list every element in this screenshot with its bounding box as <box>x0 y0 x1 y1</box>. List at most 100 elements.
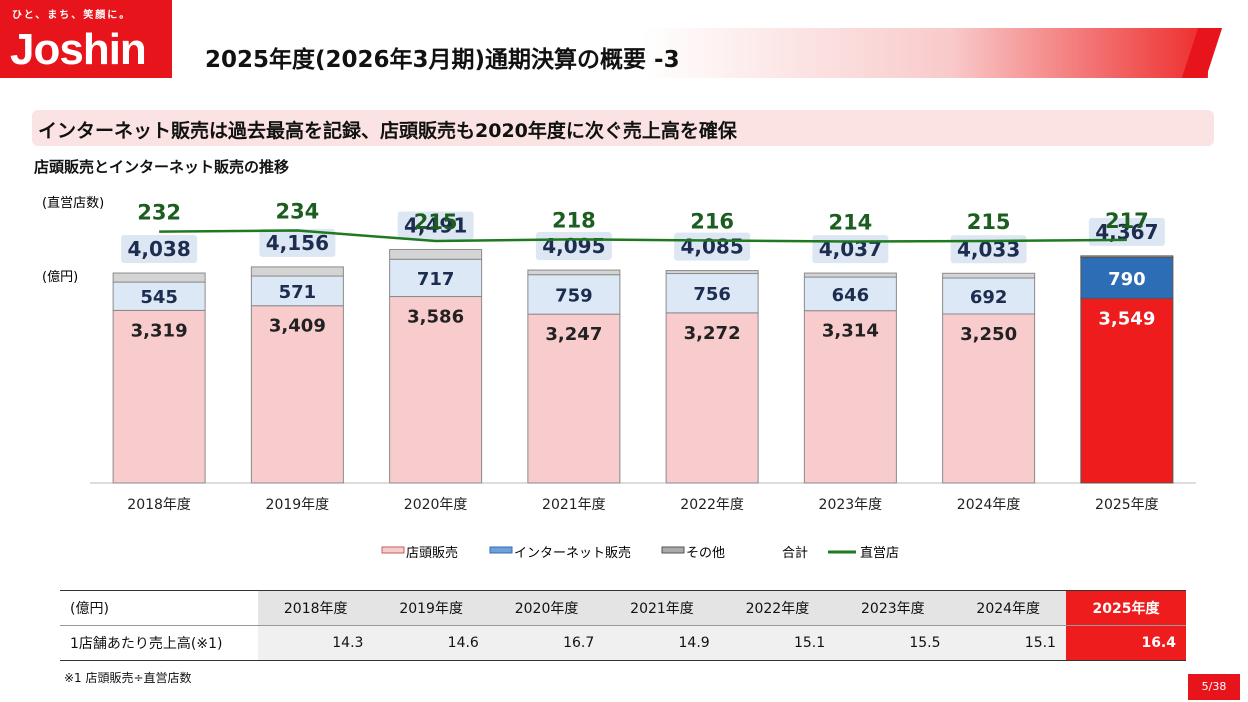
x-tick-label: 2019年度 <box>266 497 330 513</box>
internet-label-bg <box>814 280 887 305</box>
table-header-year-highlight: 2025年度 <box>1065 590 1186 626</box>
legend-line-label: 直営店 <box>860 546 899 561</box>
legend-total-label: 合計 <box>782 545 808 561</box>
logo-text: Joshin <box>10 25 147 74</box>
bar-internet-sales <box>1080 256 1174 299</box>
internet-sales-label: 545 <box>140 287 178 308</box>
footnote: ※1 店頭販売÷直営店数 <box>64 671 192 685</box>
x-tick-label: 2025年度 <box>1095 497 1159 513</box>
joshin-logo: ひと、まち、笑顔に。 Joshin <box>0 0 172 78</box>
total-label: 4,095 <box>542 234 605 258</box>
store-sales-label: 3,247 <box>545 324 602 345</box>
legend-swatch <box>381 546 405 554</box>
page-title: 2025年度(2026年3月期)通期決算の概要 -3 <box>205 47 680 73</box>
total-label: 4,085 <box>680 235 743 259</box>
store-count-label: 232 <box>137 201 181 225</box>
bar-store-sales <box>1080 297 1174 484</box>
store-sales-label: 3,549 <box>1098 308 1155 329</box>
store-sales-label: 3,319 <box>131 320 188 341</box>
internet-sales-label: 790 <box>1108 269 1146 290</box>
table-cell: 14.3 <box>258 625 374 661</box>
total-label: 4,038 <box>127 237 190 261</box>
internet-sales-label: 646 <box>832 285 870 306</box>
table-cell: 14.6 <box>373 625 489 661</box>
stores-axis-label: (直営店数) <box>42 196 104 211</box>
store-sales-label: 3,250 <box>960 324 1017 345</box>
store-sales-label: 3,272 <box>684 323 741 344</box>
table-header-year: 2018年度 <box>258 590 374 626</box>
internet-sales-label: 756 <box>693 284 731 305</box>
internet-label-bg <box>952 283 1025 308</box>
store-count-label: 215 <box>414 210 458 234</box>
store-count-label: 214 <box>828 211 872 235</box>
internet-sales-label: 759 <box>555 285 593 306</box>
bar-other <box>665 270 759 275</box>
table-header-year: 2022年度 <box>719 590 836 626</box>
table-header-year: 2023年度 <box>835 590 951 626</box>
table-cell: 15.1 <box>719 625 836 661</box>
store-count-label: 218 <box>552 208 596 232</box>
x-tick-label: 2024年度 <box>957 497 1021 513</box>
store-count-label: 215 <box>967 210 1011 234</box>
total-label-bg <box>121 235 198 264</box>
bar-store-sales <box>112 309 206 484</box>
headline-text: インターネット販売は過去最高を記録、店頭販売も2020年度に次ぐ売上高を確保 <box>38 120 737 142</box>
bar-other <box>389 248 483 260</box>
bar-other <box>250 266 344 277</box>
sales-chart: (直営店数) (億円) 3,319 545 4,038 2018年度 3,409 571 4,1… <box>42 196 1196 561</box>
table-cell-highlight: 16.4 <box>1065 625 1186 661</box>
internet-label-bg <box>123 283 196 308</box>
bar-store-sales <box>803 310 897 484</box>
unit-axis-label: (億円) <box>42 269 78 285</box>
bar-store-sales <box>389 296 483 484</box>
bar-other <box>942 272 1036 279</box>
legend-swatch <box>489 546 513 554</box>
store-sales-label: 3,314 <box>822 321 879 342</box>
legend-label: インターネット販売 <box>514 545 631 561</box>
table-header-year: 2020年度 <box>488 590 605 626</box>
internet-label-bg <box>399 264 472 289</box>
table-cell: 15.5 <box>835 625 951 661</box>
x-tick-label: 2021年度 <box>542 497 606 513</box>
legend-swatch <box>661 546 685 554</box>
legend-label: 店頭販売 <box>406 545 458 561</box>
x-tick-label: 2018年度 <box>127 497 191 513</box>
table-cell: 14.9 <box>604 625 720 661</box>
internet-label-bg <box>676 280 749 305</box>
page-number: 5/38 <box>1188 674 1240 700</box>
table-cell: 15.1 <box>950 625 1066 661</box>
total-label-bg <box>259 228 336 257</box>
chart-subheading: 店頭販売とインターネット販売の推移 <box>34 158 290 176</box>
total-label-bg <box>397 211 474 240</box>
store-count-line <box>159 229 1127 243</box>
total-label: 4,156 <box>266 231 329 255</box>
x-tick-label: 2020年度 <box>404 497 468 513</box>
title-band <box>178 28 1208 78</box>
table-header-year: 2024年度 <box>950 590 1066 626</box>
bar-other <box>527 269 621 276</box>
table-header-year: 2021年度 <box>604 590 720 626</box>
bar-other <box>112 272 206 283</box>
internet-sales-label: 717 <box>417 269 455 290</box>
bar-store-sales <box>527 313 621 484</box>
store-sales-label: 3,586 <box>407 307 464 328</box>
store-sales-label: 3,409 <box>269 316 326 337</box>
headline-box: インターネット販売は過去最高を記録、店頭販売も2020年度に次ぐ売上高を確保 <box>32 110 1214 146</box>
bar-other <box>1080 255 1174 258</box>
internet-sales-label: 571 <box>279 282 317 303</box>
x-tick-label: 2023年度 <box>819 497 883 513</box>
x-tick-label: 2022年度 <box>680 497 744 513</box>
internet-label-bg <box>537 281 610 306</box>
per-store-table: (億円) 2018年度 2019年度 2020年度 2021年度 2022年度 … <box>60 590 1186 661</box>
bar-store-sales <box>942 313 1036 484</box>
bar-store-sales <box>250 305 344 484</box>
bar-other <box>803 272 897 278</box>
table-unit: (億円) <box>60 590 258 626</box>
table-row-label: 1店舗あたり売上高(※1) <box>60 625 258 661</box>
internet-sales-label: 692 <box>970 287 1008 308</box>
internet-label-bg <box>261 277 334 302</box>
logo-tagline: ひと、まち、笑顔に。 <box>12 10 132 21</box>
table-header-year: 2019年度 <box>373 590 489 626</box>
store-count-label: 216 <box>690 209 734 233</box>
store-count-label: 217 <box>1105 209 1149 233</box>
